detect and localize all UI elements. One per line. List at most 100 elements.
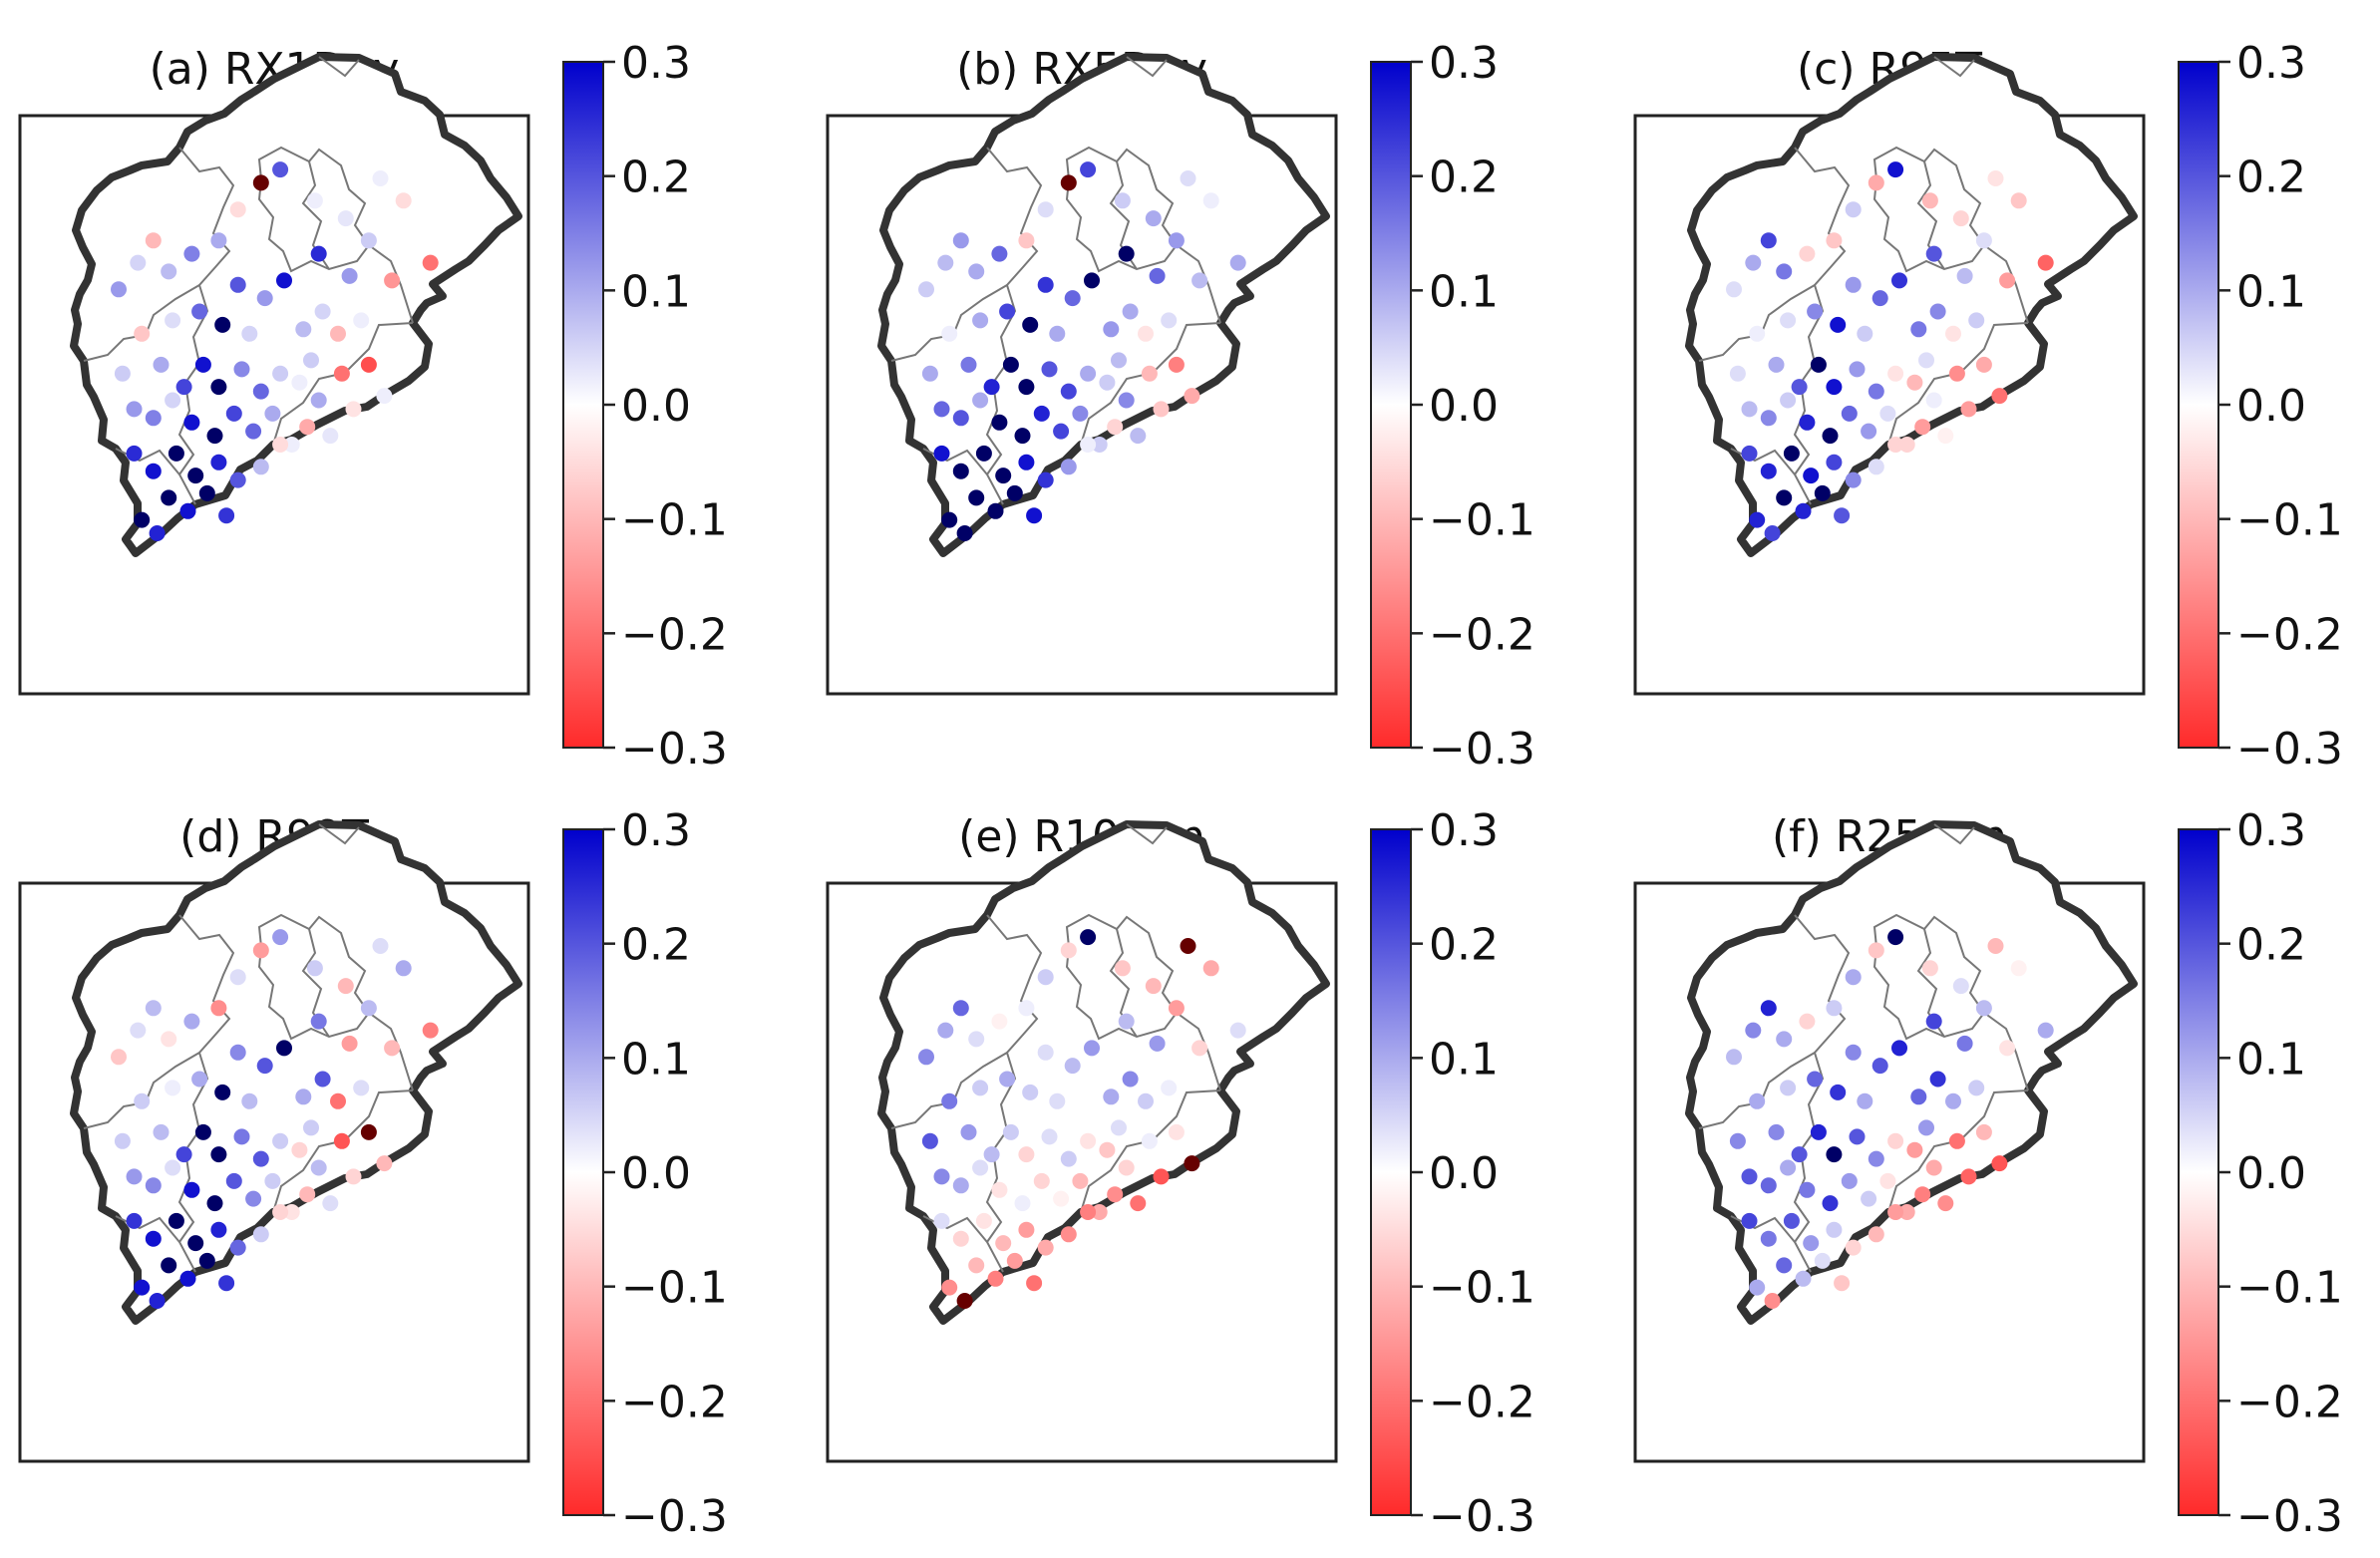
station-point <box>310 1159 327 1176</box>
station-point <box>1780 1159 1797 1176</box>
station-point <box>1861 1190 1877 1207</box>
station-point <box>337 978 354 995</box>
station-point <box>1084 272 1100 289</box>
station-point <box>1745 1022 1762 1039</box>
colorbar-tick-label: −0.1 <box>2236 495 2343 546</box>
station-point <box>130 1022 147 1039</box>
station-point <box>1202 192 1219 209</box>
station-point <box>1745 254 1762 271</box>
station-point <box>921 365 938 382</box>
station-point <box>983 379 1000 396</box>
station-point <box>384 1040 401 1057</box>
station-point <box>1103 1089 1120 1105</box>
colorbar-gradient <box>562 828 604 1516</box>
station-point <box>1945 1092 1961 1109</box>
station-point <box>1145 978 1162 995</box>
station-point <box>272 437 289 453</box>
station-point <box>1060 383 1077 400</box>
station-point <box>1060 1226 1077 1243</box>
station-point <box>134 1092 151 1109</box>
station-point <box>1018 379 1035 396</box>
station-point <box>145 1177 162 1194</box>
colorbar-tick-label: 0.1 <box>1429 266 1499 317</box>
station-point <box>972 1159 989 1176</box>
station-point <box>960 356 977 373</box>
station-point <box>1168 356 1185 373</box>
station-point <box>291 374 308 391</box>
station-point <box>252 1150 269 1167</box>
station-point <box>941 325 958 342</box>
station-point <box>1002 356 1019 373</box>
station-point <box>168 1212 184 1229</box>
station-point <box>1749 1092 1766 1109</box>
station-point <box>999 1071 1016 1088</box>
station-point <box>1956 1035 1973 1052</box>
station-point <box>1099 1141 1116 1158</box>
colorbar: 0.3 0.2 0.1 0.0 −0.1 −0.2 −0.3 <box>2178 805 2343 1542</box>
station-point <box>291 1141 308 1158</box>
station-point <box>194 356 211 373</box>
station-point <box>1845 1239 1862 1256</box>
station-point <box>198 484 215 501</box>
station-point <box>1168 1123 1185 1140</box>
station-point <box>1041 361 1058 378</box>
station-point <box>134 1279 151 1296</box>
station-point <box>991 1181 1008 1198</box>
station-point <box>165 312 181 329</box>
colorbar-tick-label: 0.3 <box>2236 38 2306 89</box>
colorbar-tick-label: 0.2 <box>1429 920 1499 971</box>
station-point <box>345 401 362 418</box>
station-point <box>353 312 370 329</box>
station-point <box>1033 405 1050 422</box>
station-point <box>1018 1000 1035 1017</box>
station-point <box>210 232 227 249</box>
station-point <box>1018 1146 1035 1163</box>
colorbar-tick-label: −0.2 <box>621 1377 728 1427</box>
station-point <box>1180 938 1196 954</box>
station-point <box>218 507 235 524</box>
station-point <box>999 303 1016 320</box>
station-point <box>241 325 258 342</box>
station-point <box>303 352 319 369</box>
station-point <box>1122 1071 1139 1088</box>
station-point <box>210 1221 227 1238</box>
station-point <box>1103 321 1120 338</box>
station-point <box>941 1092 958 1109</box>
colorbar-tick-label: 0.2 <box>1429 153 1499 203</box>
station-point <box>1999 272 2016 289</box>
station-point <box>1202 960 1219 977</box>
station-point <box>918 281 934 298</box>
station-point <box>952 1230 969 1247</box>
station-point <box>310 1013 327 1030</box>
colorbar-tick-label: 0.3 <box>621 38 691 89</box>
station-point <box>1849 1128 1866 1145</box>
station-point <box>1022 1084 1039 1100</box>
station-point <box>145 1000 162 1017</box>
station-point <box>987 1270 1004 1287</box>
station-point <box>233 361 250 378</box>
station-point <box>1871 1058 1888 1075</box>
station-point <box>272 1132 289 1149</box>
station-point <box>1925 1159 1942 1176</box>
colorbar: 0.3 0.2 0.1 0.0 −0.1 −0.2 −0.3 <box>1370 38 1535 775</box>
station-point <box>372 938 389 954</box>
station-point <box>1741 401 1758 418</box>
station-point <box>187 1235 204 1252</box>
station-point <box>1826 454 1843 470</box>
station-point <box>1060 942 1077 959</box>
station-point <box>241 1092 258 1109</box>
station-point <box>194 1123 211 1140</box>
station-point <box>295 1089 312 1105</box>
station-point <box>1153 401 1170 418</box>
station-point <box>2010 960 2027 977</box>
panels: (a) RX1Day 0.30.20.10.0−0.1−0.2−0.3(b) RX… <box>18 38 2343 1542</box>
station-point <box>1845 1044 1862 1061</box>
station-point <box>314 1071 331 1088</box>
station-point <box>941 1279 958 1296</box>
station-point <box>921 1132 938 1149</box>
station-point <box>126 445 143 462</box>
station-point <box>1080 1204 1097 1220</box>
station-point <box>206 428 223 445</box>
station-point <box>968 263 985 280</box>
station-point <box>303 1119 319 1136</box>
